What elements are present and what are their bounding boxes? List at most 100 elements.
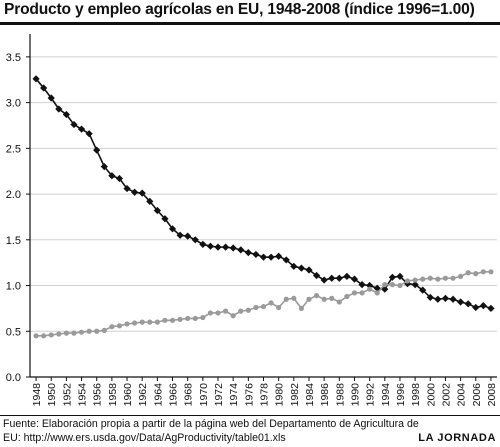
series-1-point (115, 174, 124, 183)
x-tick-label: 2008 (486, 383, 498, 407)
series-2-point (276, 304, 282, 311)
series-2-point (329, 295, 335, 301)
series-1-point (93, 146, 101, 154)
chart-area: 0.0 0.5 1.0 1.5 2.0 2.5 3.0 3.5 1948 1950 1952 1954… (0, 26, 500, 419)
x-tick-label: 1996 (395, 383, 407, 407)
x-tick-label: 1974 (228, 383, 240, 407)
x-tick-label: 2002 (440, 383, 452, 407)
source-line-1: Fuente: Elaboración propia a partir de l… (3, 418, 419, 430)
series-1-point (312, 271, 321, 280)
x-tick-label: 2006 (471, 383, 483, 407)
series-1-point (403, 280, 412, 288)
series-1-point (449, 295, 457, 303)
series-2-point (139, 319, 145, 325)
x-tick-label: 1968 (183, 383, 195, 407)
x-tick-label: 1966 (168, 383, 180, 407)
series-1-point (206, 242, 215, 250)
series-2-point (260, 303, 267, 310)
series-2-point (480, 269, 486, 275)
series-2-point (41, 333, 47, 339)
series-2-point (124, 321, 130, 327)
series-1-point (55, 105, 63, 113)
series-1-point (320, 276, 328, 284)
series-2-point (412, 277, 418, 283)
series-2-point (200, 314, 206, 321)
series-1-point (328, 274, 336, 282)
x-tick-label: 1972 (213, 383, 225, 407)
series-2-point (473, 271, 479, 277)
x-tick-label: 1962 (137, 383, 149, 407)
series-2-point (336, 299, 342, 305)
series-2-point (230, 313, 236, 319)
x-tick-label: 2000 (425, 383, 437, 407)
series-1-point (229, 244, 237, 252)
series-1-point (237, 246, 245, 254)
series-1-point (244, 249, 252, 257)
series-1-point (146, 197, 154, 205)
series-2-point (116, 323, 123, 329)
series-1-point (388, 273, 396, 281)
x-tick-label: 1960 (122, 383, 134, 407)
series-2-point (154, 319, 160, 325)
x-tick-label: 1950 (46, 383, 58, 407)
series-2-point (192, 315, 198, 322)
series-2-point (86, 328, 92, 334)
series-1-point (343, 272, 351, 280)
series-1-point (100, 163, 108, 171)
series-2-point (48, 332, 54, 338)
series-1-point (221, 243, 230, 251)
y-tick-label: 2.5 (6, 143, 21, 155)
x-tick-label: 1994 (380, 383, 392, 407)
series-2-point (367, 286, 373, 292)
x-tick-label: 1988 (334, 383, 346, 407)
series-2-point (382, 282, 388, 288)
series-1-point (199, 240, 207, 248)
series-2-point (435, 276, 441, 282)
series-1-point (85, 130, 93, 138)
x-tick-label: 1998 (410, 383, 422, 407)
series-2-point (94, 328, 100, 334)
series-2-point (71, 330, 77, 336)
x-tick-label: 1980 (274, 383, 286, 407)
x-tick-label: 1978 (259, 383, 271, 407)
x-tick-label: 2004 (456, 383, 468, 407)
series-1-point (411, 281, 419, 289)
series-2-point (101, 327, 107, 333)
series-1-point (161, 215, 169, 223)
series-1-point (77, 125, 86, 133)
series-1-point (40, 84, 48, 92)
y-tick-label: 3.5 (6, 52, 21, 64)
y-tick-label: 0.0 (6, 372, 21, 384)
series-1-point (479, 302, 487, 310)
series-2-point (268, 300, 274, 306)
series-1-point (214, 243, 222, 251)
series-2-point (33, 333, 39, 339)
series-1-point (267, 253, 275, 261)
series-1-point (108, 172, 116, 180)
series-2-point (238, 308, 244, 314)
series-2-point (488, 269, 494, 275)
series-1-point (176, 231, 184, 239)
series-1-point (434, 295, 442, 303)
series-2-point (427, 275, 433, 281)
series-2-point (321, 296, 327, 302)
series-1-point (335, 274, 343, 282)
series-2-point (162, 317, 168, 323)
series-2-point (109, 324, 115, 330)
series-1-point (32, 75, 40, 83)
series-2-point (283, 296, 289, 302)
series-2-point (442, 275, 449, 281)
series-2-point (458, 273, 464, 279)
series-1-point (184, 232, 192, 240)
y-tick-label: 0.5 (6, 326, 21, 338)
source-note: Fuente: Elaboración propia a partir de l… (3, 418, 423, 445)
series-1-point (47, 94, 55, 102)
x-tick-label: 1954 (77, 383, 89, 407)
x-tick-label: 1986 (319, 383, 331, 407)
footer-rule (0, 415, 500, 416)
chart-svg: 0.0 0.5 1.0 1.5 2.0 2.5 3.0 3.5 1948 1950 1952 1954… (6, 34, 498, 407)
series-1-point (472, 303, 480, 312)
series-1-point (297, 264, 306, 272)
series-1-point (419, 286, 427, 294)
series-2-point (420, 276, 426, 282)
